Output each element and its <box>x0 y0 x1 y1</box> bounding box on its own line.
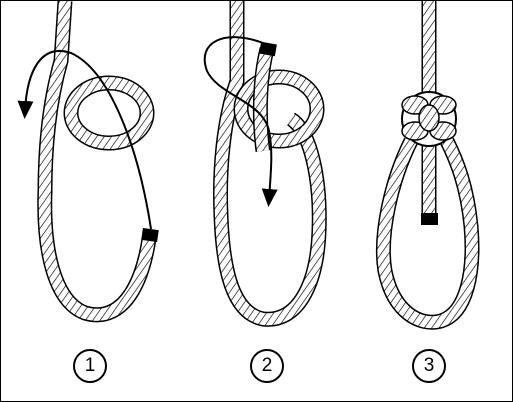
step-1-number: 1 <box>84 355 96 376</box>
step-3-badge: 3 <box>412 349 446 383</box>
whipped-rope-end <box>421 213 438 225</box>
whipped-rope-end <box>141 227 159 243</box>
step-2-number: 2 <box>261 355 273 376</box>
step-3-number: 3 <box>423 355 435 376</box>
direction-arrow <box>203 36 278 207</box>
step-2-rope <box>203 1 327 327</box>
direction-arrow <box>17 50 152 230</box>
step-3-rope <box>375 1 480 330</box>
step-1-badge: 1 <box>73 349 107 383</box>
step-2-badge: 2 <box>250 349 284 383</box>
step-1-rope <box>17 1 159 323</box>
whipped-rope-end <box>259 41 277 57</box>
step-3-knot <box>401 91 457 147</box>
